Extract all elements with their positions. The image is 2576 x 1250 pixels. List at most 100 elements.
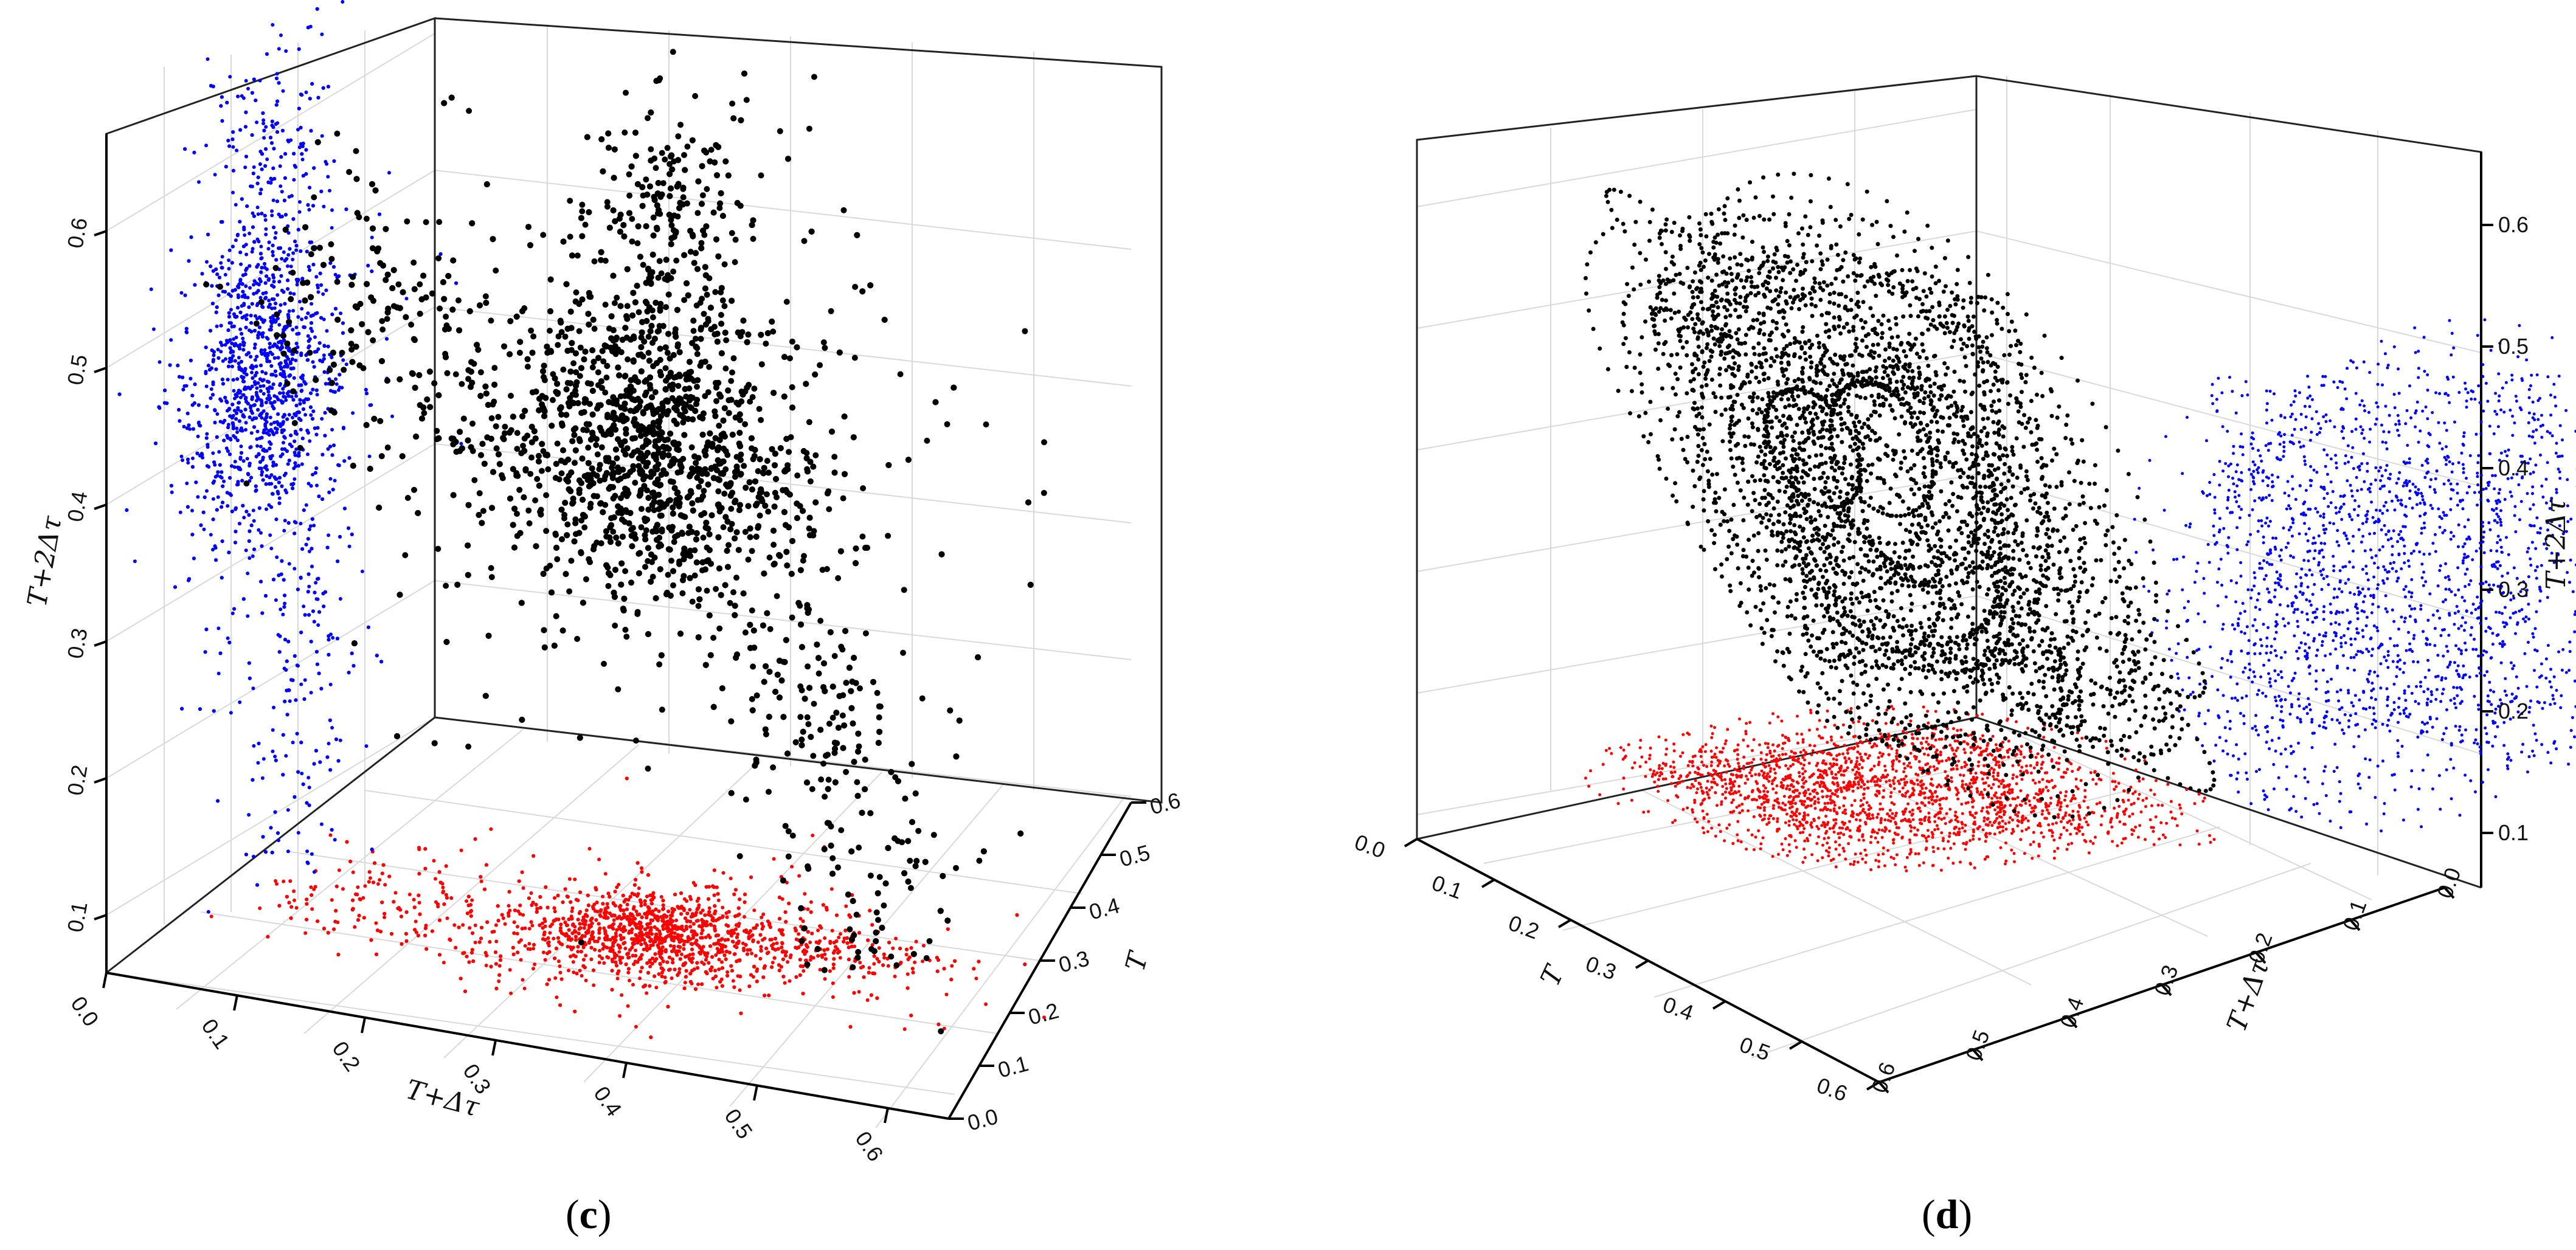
panel-c-red-point — [631, 892, 634, 896]
panel-c-red-point — [721, 966, 724, 970]
panel-c-red-point — [474, 941, 477, 944]
panel-c-red-point — [539, 906, 542, 910]
panel-c-red-point — [496, 904, 500, 908]
panel-c-blue-point — [275, 72, 279, 75]
panel-c-red-point — [872, 962, 876, 965]
panel-c-red-point — [710, 955, 714, 959]
panel-c-red-point — [310, 893, 313, 897]
panel-c-red-point — [763, 937, 767, 941]
panel-c-blue-point — [340, 386, 344, 390]
panel-c-red-point — [418, 913, 422, 916]
panel-c-red-point — [682, 943, 686, 947]
panel-c-red-point — [704, 958, 708, 962]
panel-c-blue-point — [310, 330, 314, 333]
panel-c-red-point — [634, 878, 637, 882]
panel-c-red-point — [691, 912, 694, 916]
panel-c-blue-point — [387, 171, 391, 174]
panel-c-blue-point — [274, 374, 278, 378]
panel-c-red-point — [949, 978, 953, 981]
panel-c-blue-point — [309, 524, 313, 528]
panel-c-blue-point — [256, 205, 260, 209]
panel-c-blue-point — [241, 337, 244, 340]
panel-c-red-point — [834, 945, 837, 948]
panel-c-red-point — [621, 894, 625, 897]
panel-c-red-point — [708, 906, 712, 910]
panel-c-red-point — [275, 882, 279, 886]
panel-c-red-point — [579, 926, 583, 930]
panel-c-red-point — [738, 958, 741, 962]
panel-c-blue-point — [284, 472, 288, 475]
panel-c-red-point — [936, 970, 940, 973]
panel-c-red-point — [661, 899, 665, 902]
panel-c-red-point — [910, 946, 913, 950]
panel-c-red-point — [471, 959, 475, 963]
panel-c-red-point — [679, 927, 682, 930]
panel-c-red-point — [620, 993, 623, 997]
panel-c-red-point — [746, 952, 749, 956]
panel-c-red-point — [906, 972, 910, 976]
panel-c-blue-point — [264, 233, 268, 237]
panel-c-red-point — [692, 922, 696, 926]
panel-c-blue-point — [271, 728, 275, 732]
panel-c-red-point — [781, 958, 785, 961]
panel-c-red-point — [724, 958, 728, 961]
panel-c-red-point — [764, 947, 768, 950]
panel-c-red-point — [445, 896, 449, 900]
panel-c-red-point — [836, 951, 840, 955]
panel-c-blue-point — [274, 598, 278, 602]
panel-c-blue-point — [215, 325, 219, 328]
panel-c-red-point — [818, 924, 822, 928]
panel-c-red-point — [595, 900, 599, 904]
panel-c-blue-point — [235, 336, 238, 339]
panel-c-blue-point — [316, 393, 319, 396]
panel-c-red-point — [823, 936, 826, 940]
panel-c-blue-point — [259, 296, 263, 300]
panel-c-red-point — [743, 900, 747, 904]
panel-c-red-point — [576, 945, 580, 948]
panel-c-blue-point — [191, 457, 195, 460]
panel-c-red-point — [689, 980, 693, 984]
panel-c-red-point — [445, 865, 448, 868]
panel-c-red-point — [693, 883, 697, 887]
panel-c-red-point — [832, 967, 836, 970]
panel-c-red-point — [685, 969, 688, 973]
panel-c-red-point — [797, 932, 800, 936]
panel-c-blue-point — [190, 509, 194, 513]
panel-c-blue-point — [181, 458, 184, 462]
panel-c-blue-point — [237, 356, 241, 359]
panel-c-red-point — [734, 927, 738, 931]
panel-c-blue-point — [261, 776, 265, 780]
panel-c-red-point — [913, 961, 916, 964]
panel-c-red-point — [695, 933, 699, 936]
panel-c-red-point — [599, 910, 603, 913]
panel-c-red-point — [733, 952, 736, 956]
panel-c-red-point — [798, 917, 802, 920]
panel-c-red-point — [483, 888, 486, 891]
panel-c-red-point — [556, 936, 560, 940]
panel-c-blue-point — [270, 213, 274, 217]
panel-c-red-point — [423, 934, 427, 937]
panel-c-blue-point — [294, 395, 298, 398]
panel-c-blue-point — [271, 750, 274, 753]
panel-c-red-point — [597, 928, 601, 932]
panel-c-blue-point — [280, 190, 284, 193]
panel-c-blue-point — [267, 247, 271, 250]
panel-c-blue-point — [294, 359, 297, 362]
panel-c-red-point — [724, 938, 727, 942]
panel-c-blue-point — [306, 334, 310, 338]
panel-c-blue-point — [316, 286, 320, 289]
panel-c-red-point — [645, 894, 649, 898]
panel-c-blue-point — [267, 299, 271, 302]
panel-c-blue-point — [279, 303, 283, 307]
panel-c-red-point — [494, 940, 498, 944]
panel-c-red-point — [439, 881, 443, 885]
panel-c-red-point — [743, 893, 747, 896]
panel-c-red-point — [678, 945, 682, 949]
panel-c-red-point — [598, 913, 602, 917]
panel-c-red-point — [649, 928, 653, 932]
panel-c-blue-point — [262, 378, 266, 382]
panel-c-red-point — [806, 908, 809, 911]
panel-c-red-point — [608, 949, 612, 953]
panel-c-red-point — [853, 991, 856, 995]
panel-c-red-point — [572, 953, 575, 957]
